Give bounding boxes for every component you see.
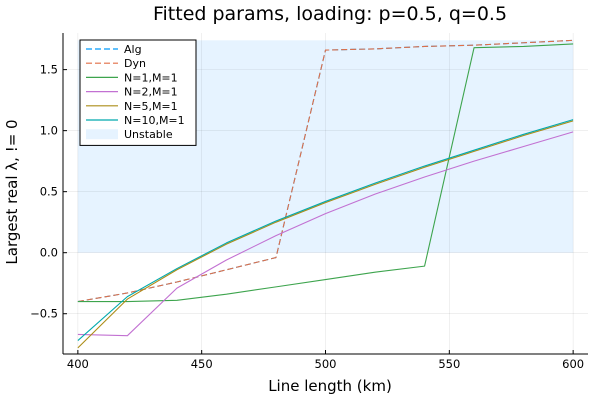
legend-label-unstable: Unstable: [124, 128, 173, 141]
series-line-1: [77, 39, 574, 303]
legend-label-5: N=10,M=1: [124, 114, 185, 127]
legend-label-0: Alg: [124, 43, 142, 56]
legend-box: [79, 39, 197, 146]
y-axis-label: Largest real λ, != 0: [3, 119, 21, 264]
y-tick-label-0: −0.5: [30, 307, 58, 321]
x-tick-label-3: 550: [438, 357, 460, 371]
x-tick-label-1: 450: [191, 357, 213, 371]
legend-swatch-unstable: [86, 129, 118, 140]
series-line-4: [77, 120, 574, 349]
x-tick-label-4: 600: [562, 357, 584, 371]
series-line-3: [77, 131, 574, 337]
series-layer: [77, 39, 574, 349]
legend-label-2: N=1,M=1: [124, 71, 178, 84]
axes-layer: [62, 33, 588, 355]
x-tick-label-0: 400: [67, 357, 89, 371]
legend-label-4: N=5,M=1: [124, 100, 178, 113]
series-line-2: [77, 43, 574, 303]
y-tick-label-1: 0.0: [40, 246, 58, 260]
y-tick-label-2: 0.5: [40, 185, 58, 199]
chart-title: Fitted params, loading: p=0.5, q=0.5: [153, 3, 507, 25]
legend-label-3: N=2,M=1: [124, 86, 178, 99]
y-tick-label-3: 1.0: [40, 124, 58, 138]
y-tick-label-4: 1.5: [40, 63, 58, 77]
x-axis-label: Line length (km): [268, 377, 392, 395]
tick-labels-layer: 400 450 500 550 600 −0.5 0.0 0.5 1.0 1.5: [30, 63, 584, 371]
series-line-5: [77, 119, 574, 341]
legend-label-1: Dyn: [124, 57, 146, 70]
x-tick-label-2: 500: [315, 357, 337, 371]
